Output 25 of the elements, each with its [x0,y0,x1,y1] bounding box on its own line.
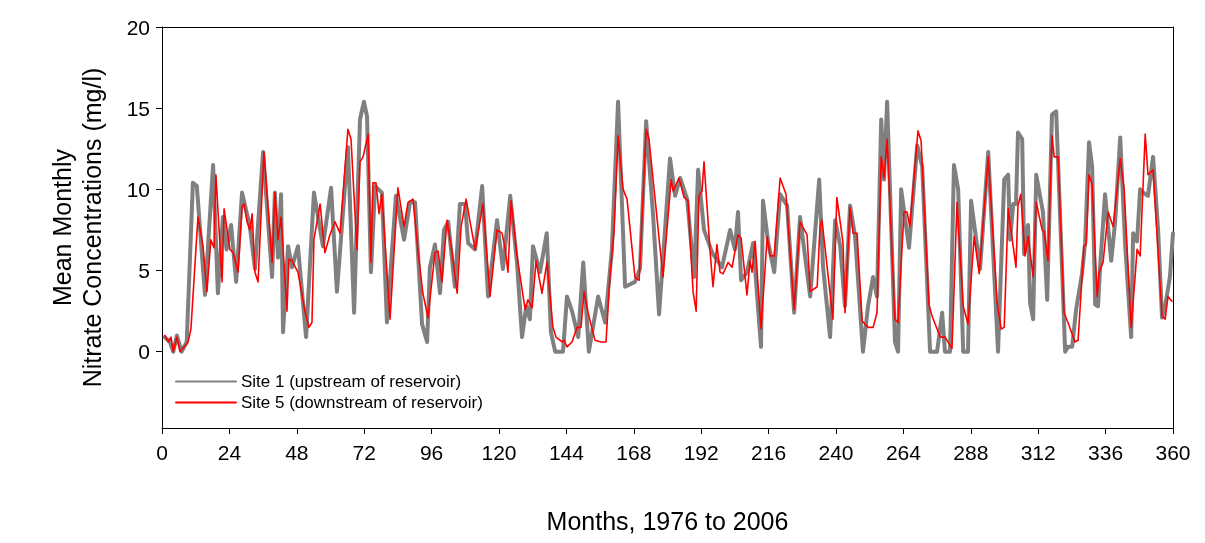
x-tick-label: 72 [352,441,376,464]
x-tick-label: 216 [751,441,787,464]
x-tick-label: 168 [616,441,652,464]
y-tick-label: 15 [126,96,150,120]
x-tick-label: 360 [1155,441,1191,464]
x-tick-label: 24 [217,441,242,464]
x-tick-label: 96 [419,441,444,464]
y-tick-label: 20 [126,15,150,39]
x-tick-label: 192 [683,441,719,464]
y-tick-label: 5 [138,259,150,283]
legend-label: Site 5 (downstream of reservoir) [241,393,483,412]
x-tick-label: 120 [481,441,517,464]
x-tick-label: 48 [285,441,309,464]
x-axis-title: Months, 1976 to 2006 [546,506,789,535]
y-tick-label: 10 [126,177,150,201]
x-tick-label: 288 [953,441,989,464]
x-tick-label: 336 [1088,441,1124,464]
legend-label: Site 1 (upstream of reservoir) [241,372,462,391]
x-tick-label: 240 [818,441,854,464]
x-tick-label: 0 [156,441,168,464]
x-tick-label: 264 [885,441,922,464]
x-tick-label: 144 [548,441,585,464]
y-tick-label: 0 [138,340,150,364]
y-axis-title: Mean Monthly Nitrate Concentrations (mg/l) [48,67,106,388]
x-tick-label: 312 [1020,441,1056,464]
